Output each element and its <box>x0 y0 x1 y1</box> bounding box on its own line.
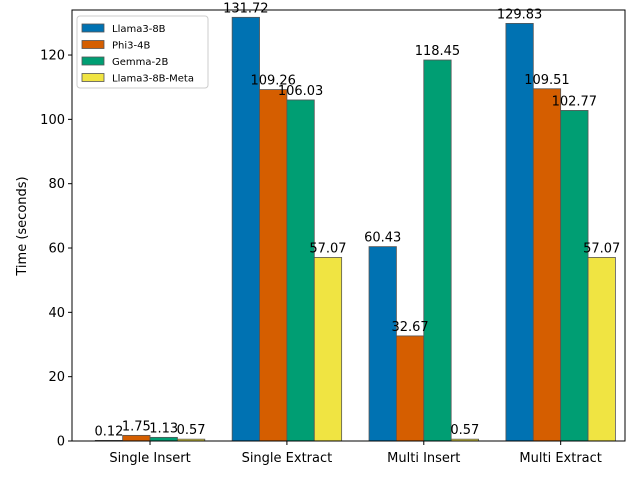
legend-swatch <box>81 40 105 49</box>
x-axis: Single Insert Single Extract Multi Insert M… <box>109 441 602 466</box>
x-tick-label: Multi Insert <box>387 451 460 466</box>
data-label: 109.26 <box>250 74 296 89</box>
bar <box>587 257 616 442</box>
legend-label: Llama3-8B <box>112 24 166 35</box>
data-label: 118.45 <box>415 44 461 59</box>
x-tick-label: Single Insert <box>109 451 190 466</box>
y-tick-label: 40 <box>48 306 65 321</box>
y-tick-label: 20 <box>48 370 65 385</box>
data-label: 32.67 <box>391 320 428 335</box>
y-tick-label: 0 <box>57 435 65 450</box>
y-axis-label: Time (seconds) <box>15 176 30 276</box>
y-tick-label: 80 <box>48 177 65 192</box>
y-tick-label: 120 <box>40 49 65 64</box>
legend-swatch <box>81 73 105 82</box>
data-label: 0.57 <box>177 423 206 438</box>
data-label: 1.13 <box>149 421 178 436</box>
x-tick-label: Multi Extract <box>519 451 601 466</box>
bar <box>560 110 589 442</box>
data-label: 57.07 <box>309 241 346 256</box>
bar <box>532 88 562 442</box>
bar <box>423 59 452 442</box>
bar <box>286 99 315 442</box>
bar <box>368 246 397 442</box>
bar <box>149 436 178 442</box>
y-axis: 0 20 40 60 80 100 120 <box>40 49 72 450</box>
legend-swatch <box>81 56 105 66</box>
bar <box>313 257 343 442</box>
x-tick-label: Single Extract <box>242 451 333 466</box>
data-label: 106.03 <box>278 84 324 99</box>
plot-frame <box>71 9 626 442</box>
legend: Llama3-8B Phi3-4B Gemma-2B Llama3-8B-Meta <box>76 15 209 89</box>
data-label: 102.77 <box>552 94 598 109</box>
data-label: 1.75 <box>122 419 151 434</box>
data-label: 0.57 <box>450 423 479 438</box>
data-label: 131.72 <box>223 1 269 16</box>
legend-label: Phi3-4B <box>112 41 150 52</box>
data-label: 129.83 <box>497 7 543 22</box>
data-label: 60.43 <box>364 231 401 246</box>
bar <box>122 434 151 442</box>
y-tick-label: 60 <box>48 242 65 257</box>
data-labels-group: 0.121.751.130.57131.72109.26106.0357.076… <box>94 1 620 439</box>
legend-label: Llama3-8B-Meta <box>112 74 194 85</box>
legend-label: Gemma-2B <box>112 57 168 68</box>
bars-group <box>94 16 616 442</box>
y-tick-label: 100 <box>40 113 65 128</box>
bar <box>259 89 288 442</box>
data-label: 57.07 <box>583 241 620 256</box>
legend-swatch <box>81 23 105 33</box>
data-label: 109.51 <box>524 73 570 88</box>
legend-box <box>76 15 209 89</box>
data-label: 0.12 <box>94 425 123 440</box>
bar <box>396 335 425 442</box>
